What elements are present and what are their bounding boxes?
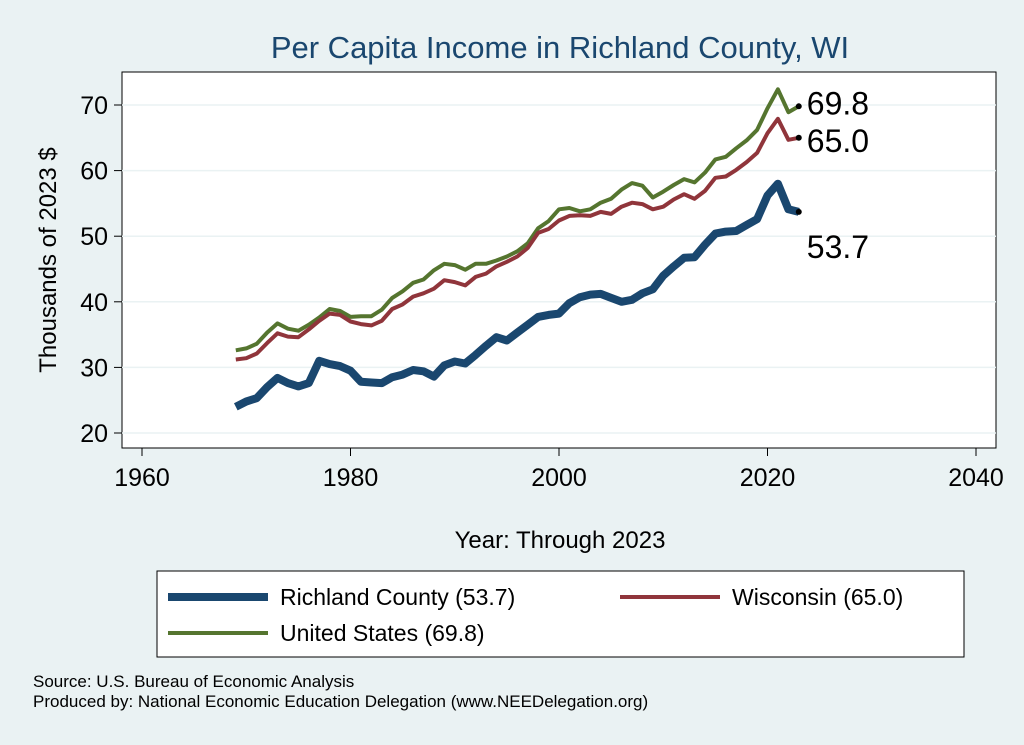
y-tick-label: 60 [80,158,108,186]
wisconsin-line [235,116,800,362]
united-states-end-marker [795,103,802,110]
legend-box [156,570,965,658]
united-states-line [235,87,800,353]
y-tick-label: 40 [80,289,108,317]
richland-county-legend-label: Richland County (53.7) [280,584,515,610]
y-tick-label: 50 [80,223,108,251]
united-states-end-label: 69.8 [807,85,869,121]
richland-county-line [233,179,800,411]
richland-county-end-marker [795,208,802,215]
series-lines [233,87,800,411]
y-tick-label: 20 [80,420,108,448]
wisconsin-legend-label: Wisconsin (65.0) [732,584,903,610]
x-tick-label: 1960 [114,464,170,492]
gridlines [122,104,996,434]
end-labels: 69.865.0 53.7 [795,85,869,265]
united-states-legend-label: United States (69.8) [280,620,485,646]
axes: 20 30 40 50 60 70 1960 1980 2000 2020 2040 [80,92,1004,492]
y-tick-label: 30 [80,354,108,382]
legend: Richland County (53.7) Wisconsin (65.0) Un… [168,584,903,646]
y-tick-label: 70 [80,92,108,120]
chart-title: Per Capita Income in Richland County, WI [271,30,849,65]
wisconsin-end-label: 65.0 [807,123,869,159]
source-note: Source: U.S. Bureau of Economic Analysis [33,672,355,691]
x-tick-label: 1980 [323,464,379,492]
richland-county-end-label: 53.7 [807,229,869,265]
x-tick-label: 2000 [531,464,587,492]
y-axis-title: Thousands of 2023 $ [35,147,62,373]
producer-note: Produced by: National Economic Education… [33,692,649,711]
x-tick-label: 2040 [948,464,1004,492]
wisconsin-end-marker [795,134,802,141]
x-tick-label: 2020 [740,464,796,492]
x-axis-title: Year: Through 2023 [455,527,666,554]
